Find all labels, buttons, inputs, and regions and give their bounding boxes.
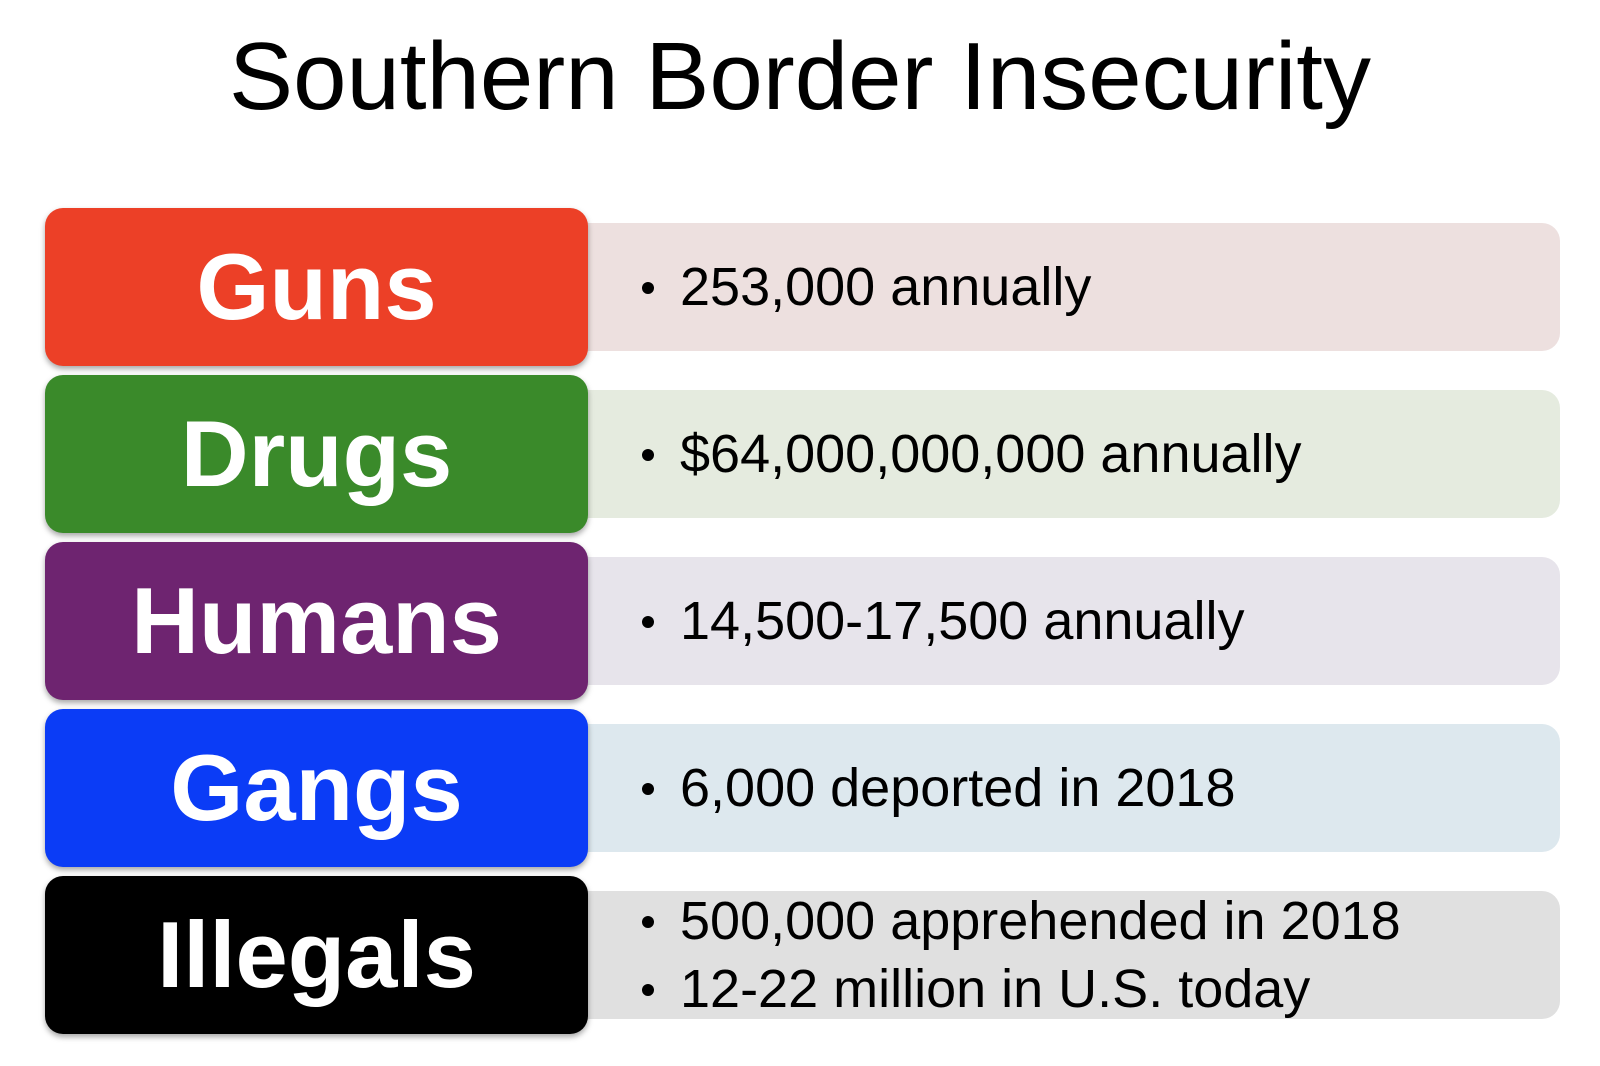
bullet-item: 253,000 annually — [642, 253, 1560, 321]
category-label: Drugs — [45, 375, 588, 533]
category-row: Gangs 6,000 deported in 2018 — [45, 709, 1560, 867]
category-label: Guns — [45, 208, 588, 366]
bullet-dot — [642, 916, 654, 928]
bullet-dot — [642, 616, 654, 628]
category-row: Guns 253,000 annually — [45, 208, 1560, 366]
bullet-item: $64,000,000,000 annually — [642, 420, 1560, 488]
bullet-text: 253,000 annually — [680, 257, 1092, 317]
bullet-dot — [642, 282, 654, 294]
category-info: 6,000 deported in 2018 — [565, 724, 1560, 852]
bullet-dot — [642, 984, 654, 996]
category-label: Humans — [45, 542, 588, 700]
category-row: Humans 14,500-17,500 annually — [45, 542, 1560, 700]
bullet-dot — [642, 449, 654, 461]
bullet-item: 500,000 apprehended in 2018 — [642, 887, 1560, 955]
category-info: $64,000,000,000 annually — [565, 390, 1560, 518]
category-row: Illegals 500,000 apprehended in 2018 12-22… — [45, 876, 1560, 1034]
bullet-item: 12-22 million in U.S. today — [642, 955, 1560, 1023]
category-info: 14,500-17,500 annually — [565, 557, 1560, 685]
bullet-text: 500,000 apprehended in 2018 — [680, 891, 1401, 951]
category-label: Illegals — [45, 876, 588, 1034]
category-info: 253,000 annually — [565, 223, 1560, 351]
bullet-text: 12-22 million in U.S. today — [680, 959, 1311, 1019]
category-row: Drugs $64,000,000,000 annually — [45, 375, 1560, 533]
bullet-item: 14,500-17,500 annually — [642, 587, 1560, 655]
slide-title: Southern Border Insecurity — [229, 23, 1371, 130]
category-info: 500,000 apprehended in 2018 12-22 million… — [565, 891, 1560, 1019]
bullet-text: 6,000 deported in 2018 — [680, 758, 1236, 818]
bullet-text: $64,000,000,000 annually — [680, 424, 1302, 484]
bullet-dot — [642, 783, 654, 795]
bullet-item: 6,000 deported in 2018 — [642, 754, 1560, 822]
category-label: Gangs — [45, 709, 588, 867]
bullet-text: 14,500-17,500 annually — [680, 591, 1245, 651]
